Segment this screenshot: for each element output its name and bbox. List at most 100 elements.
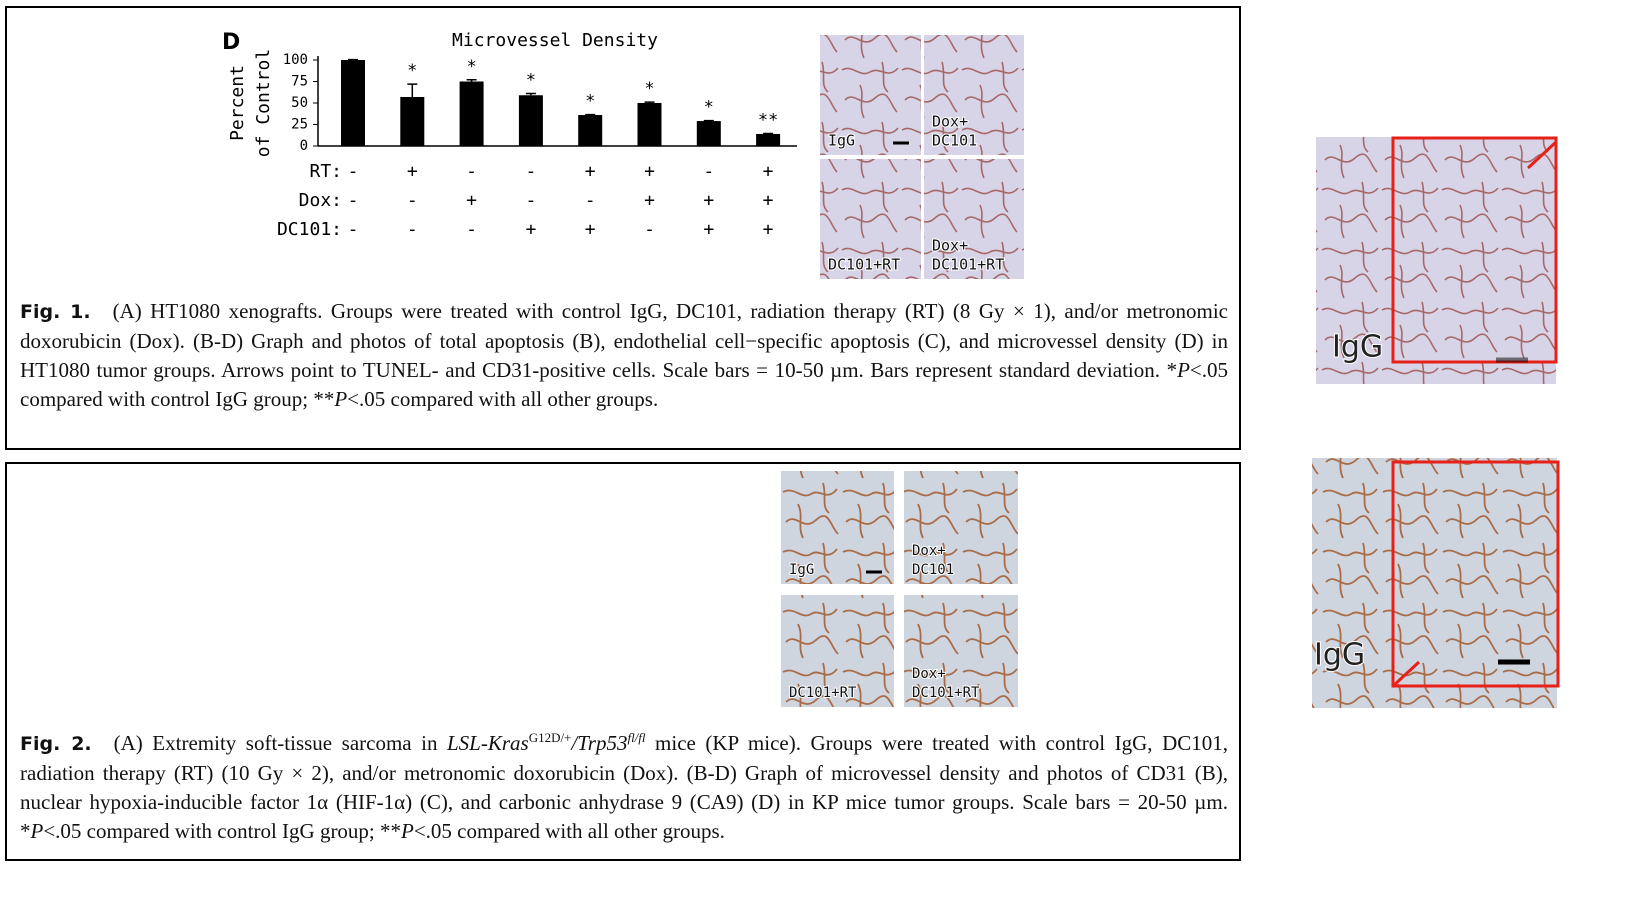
bar: [578, 115, 603, 146]
treatment-sign: -: [348, 190, 359, 211]
caption-text: mice (KP mice). Groups were treated with…: [20, 731, 1228, 843]
bar: [518, 95, 543, 146]
zoom-label: IgG: [1314, 638, 1365, 673]
zoom-label: IgG: [1332, 330, 1383, 365]
figure2-frame: [5, 462, 1241, 861]
error-bar: [466, 79, 477, 82]
y-tick-label: 25: [291, 117, 308, 133]
caption-text: P: [1177, 358, 1190, 382]
photo-label: IgG: [789, 562, 814, 578]
caption-text: <.05 compared with all other groups.: [413, 819, 725, 843]
zoom-highlight: [1391, 460, 1560, 688]
y-axis-label: of Control: [253, 49, 274, 157]
treatment-sign: -: [525, 190, 536, 211]
treatment-sign: +: [644, 190, 655, 211]
caption-text: <.05 compared with all other groups.: [347, 387, 659, 411]
treatment-sign: -: [407, 190, 418, 211]
zoom-image: [1312, 458, 1557, 708]
treatment-name: DC101:: [277, 219, 342, 240]
caption-text: (A) Extremity soft-tissue sarcoma in: [113, 731, 447, 755]
micrograph: [924, 159, 1024, 279]
caption-text: /Trp53: [571, 731, 628, 755]
treatment-sign: +: [763, 161, 774, 182]
photo-label: IgG: [828, 132, 855, 150]
treatment-sign: +: [703, 190, 714, 211]
bar: [756, 133, 781, 146]
treatment-sign: -: [466, 161, 477, 182]
photo-label: DC101+RT: [912, 685, 980, 701]
y-tick-label: 50: [291, 95, 308, 111]
error-bar: [644, 101, 655, 103]
photo-label: DC101+RT: [789, 685, 857, 701]
caption-text: (A) HT1080 xenografts. Groups were treat…: [20, 299, 1228, 382]
caption-text: P: [401, 819, 414, 843]
photo-label: Dox+: [912, 666, 946, 682]
significance-label: **: [758, 111, 778, 131]
caption-text: G12D/+: [528, 730, 572, 745]
caption-text: fl/fl: [627, 730, 646, 745]
y-axis-label: Percent: [227, 65, 248, 141]
treatment-sign: -: [644, 219, 655, 240]
bar: [341, 60, 365, 146]
treatment-sign: +: [525, 219, 536, 240]
zoom-highlight: [1391, 136, 1558, 364]
zoom-image: [1316, 137, 1556, 384]
error-bar: [407, 83, 418, 97]
treatment-sign: -: [348, 161, 359, 182]
treatment-sign: -: [466, 219, 477, 240]
bar: [696, 121, 721, 146]
photo-label: DC101+RT: [828, 256, 900, 274]
micrograph: [820, 35, 921, 155]
treatment-sign: +: [585, 219, 596, 240]
micrograph: [904, 595, 1018, 707]
treatment-sign: -: [703, 161, 714, 182]
photo-label: DC101: [912, 562, 954, 578]
treatment-sign: +: [585, 161, 596, 182]
caption-text: <.05 compared with control IgG group; **: [20, 358, 1228, 411]
significance-label: *: [407, 61, 417, 81]
significance-label: *: [704, 98, 714, 118]
micrograph: [781, 595, 894, 707]
micrograph: [820, 159, 921, 279]
treatment-sign: +: [407, 161, 418, 182]
caption-label: Fig. 1.: [20, 301, 91, 323]
zoom-pointer: [1391, 660, 1421, 688]
photo-label: Dox+: [912, 543, 946, 559]
treatment-sign: -: [585, 190, 596, 211]
treatment-name: RT:: [309, 161, 342, 182]
significance-label: *: [466, 57, 476, 77]
photo-label: DC101+RT: [932, 256, 1004, 274]
treatment-sign: -: [525, 161, 536, 182]
micrograph: [904, 471, 1018, 584]
significance-label: *: [644, 79, 654, 99]
bar: [637, 103, 662, 146]
micrograph: [924, 35, 1024, 155]
figure2-caption: Fig. 2. (A) Extremity soft-tissue sarcoma…: [20, 729, 1228, 846]
significance-label: *: [585, 92, 595, 112]
bar: [400, 96, 425, 146]
photo-label: Dox+: [932, 113, 968, 131]
zoom-pointer: [1526, 140, 1558, 170]
photo-label: DC101: [932, 132, 977, 150]
y-tick-label: 0: [300, 138, 308, 154]
figure1-frame: [5, 6, 1241, 450]
treatment-sign: +: [644, 161, 655, 182]
micrograph: [781, 471, 894, 584]
caption-label: Fig. 2.: [20, 733, 92, 755]
figure1-caption: Fig. 1. (A) HT1080 xenografts. Groups wer…: [20, 297, 1228, 414]
panel-label: D: [222, 30, 240, 55]
caption-text: P: [30, 819, 44, 843]
y-tick-label: 75: [291, 74, 308, 90]
chart-title: Microvessel Density: [452, 30, 658, 51]
error-bar: [525, 92, 536, 96]
y-tick-label: 100: [283, 52, 308, 68]
treatment-name: Dox:: [299, 190, 342, 211]
caption-text: <.05 compared with control IgG group; **: [43, 819, 402, 843]
treatment-sign: +: [703, 219, 714, 240]
caption-text: P: [334, 387, 348, 411]
treatment-sign: +: [763, 190, 774, 211]
caption-text: LSL-Kras: [446, 731, 529, 755]
photo-label: Dox+: [932, 237, 968, 255]
